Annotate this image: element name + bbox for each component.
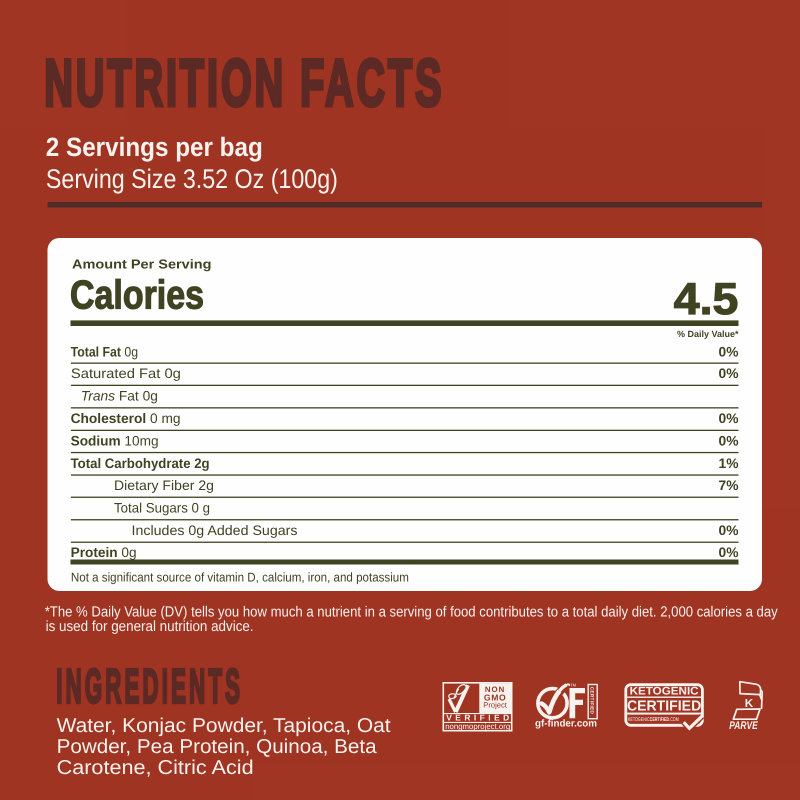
svg-text:Includes 0g Added Sugars: Includes 0g Added Sugars	[132, 523, 298, 538]
svg-text:0%: 0%	[719, 545, 739, 560]
svg-text:Serving Size 3.52 Oz (100g): Serving Size 3.52 Oz (100g)	[46, 164, 338, 194]
svg-text:0%: 0%	[719, 344, 739, 359]
svg-text:NON: NON	[485, 685, 505, 694]
svg-text:*The % Daily Value (DV) tells: *The % Daily Value (DV) tells you how mu…	[45, 604, 779, 620]
svg-text:0%: 0%	[719, 411, 739, 426]
svg-text:Dietary Fiber 2g: Dietary Fiber 2g	[114, 478, 214, 493]
svg-text:is used for general nutrition: is used for general nutrition advice.	[46, 619, 254, 635]
svg-text:4.5: 4.5	[674, 275, 739, 324]
svg-text:CERTIFIED: CERTIFIED	[590, 687, 595, 715]
svg-text:0%: 0%	[719, 433, 739, 448]
svg-text:Total Carbohydrate 2g: Total Carbohydrate 2g	[71, 456, 210, 471]
svg-text:1%: 1%	[719, 456, 739, 471]
svg-text:7%: 7%	[719, 478, 739, 493]
svg-text:Total Sugars 0 g: Total Sugars 0 g	[114, 501, 210, 516]
svg-text:Calories: Calories	[70, 272, 204, 318]
svg-text:nongmoproject.org: nongmoproject.org	[445, 722, 510, 731]
svg-text:2 Servings per bag: 2 Servings per bag	[46, 132, 263, 162]
svg-text:Amount Per Serving: Amount Per Serving	[72, 257, 212, 272]
svg-text:NUTRITION FACTS: NUTRITION FACTS	[44, 47, 444, 121]
svg-text:PARVE: PARVE	[729, 720, 758, 732]
svg-text:Protein 0g: Protein 0g	[71, 545, 137, 560]
svg-text:Saturated Fat 0g: Saturated Fat 0g	[71, 366, 181, 381]
svg-text:Project: Project	[483, 701, 508, 710]
svg-text:0%: 0%	[719, 366, 739, 381]
svg-text:CERTIFIED: CERTIFIED	[627, 699, 701, 715]
svg-text:KETOGENICCERTIFIED.COM: KETOGENICCERTIFIED.COM	[628, 717, 679, 723]
svg-text:Carotene, Citric Acid: Carotene, Citric Acid	[57, 757, 254, 779]
svg-text:Water, Konjac Powder, Tapioca,: Water, Konjac Powder, Tapioca, Oat	[57, 715, 391, 737]
svg-text:Powder, Pea Protein, Quinoa, B: Powder, Pea Protein, Quinoa, Beta	[57, 736, 378, 758]
svg-text:Cholesterol 0 mg: Cholesterol 0 mg	[71, 411, 181, 426]
svg-text:gf-finder.com: gf-finder.com	[535, 718, 597, 729]
svg-text:KETOGENIC: KETOGENIC	[630, 686, 699, 698]
svg-text:Sodium 10mg: Sodium 10mg	[71, 433, 159, 448]
svg-text:K: K	[745, 697, 754, 710]
svg-text:% Daily Value*: % Daily Value*	[677, 329, 739, 339]
svg-text:Trans Fat 0g: Trans Fat 0g	[81, 389, 158, 404]
svg-text:Total Fat 0g: Total Fat 0g	[71, 344, 139, 359]
svg-text:GMO: GMO	[484, 693, 506, 703]
svg-text:TM: TM	[570, 683, 576, 688]
svg-text:Not a significant source of vi: Not a significant source of vitamin D, c…	[71, 570, 409, 584]
svg-text:0%: 0%	[719, 523, 739, 538]
svg-text:INGREDIENTS: INGREDIENTS	[56, 661, 243, 714]
